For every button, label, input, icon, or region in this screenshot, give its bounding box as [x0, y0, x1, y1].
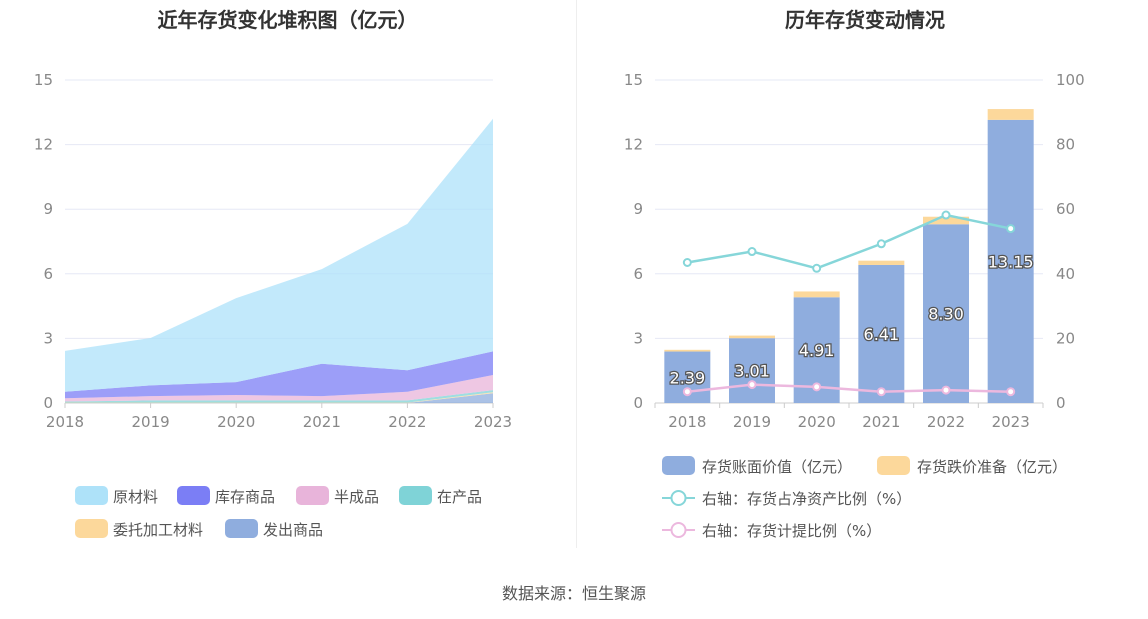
legend-label: 发出商品 — [263, 521, 323, 539]
legend-marker — [670, 490, 687, 506]
right-right-y-tick: 0 — [1056, 394, 1066, 412]
bar-provision — [664, 349, 711, 352]
left-y-tick: 12 — [34, 136, 53, 154]
bar-value-label: 6.41 — [864, 325, 900, 344]
left-y-tick: 9 — [43, 200, 53, 218]
left-x-tick: 2022 — [388, 413, 426, 431]
legend-label: 存货账面价值（亿元） — [702, 458, 852, 476]
legend-swatch-存货账面价值（亿元） — [662, 456, 695, 475]
legend-label: 右轴：存货占净资产比例（%） — [702, 490, 911, 508]
bar-book-value — [923, 224, 969, 403]
right-left-y-tick: 9 — [633, 200, 643, 218]
legend-swatch-原材料 — [75, 486, 108, 505]
left-y-tick: 15 — [34, 71, 53, 89]
line-右轴：存货计提比例（%） — [687, 383, 1011, 393]
area-原材料 — [65, 118, 493, 392]
line-point — [941, 385, 951, 395]
bar-value-label: 3.01 — [734, 362, 770, 381]
legend-label: 存货跌价准备（亿元） — [917, 458, 1067, 476]
bar-book-value — [858, 264, 905, 403]
legend-swatch-在产品 — [399, 486, 432, 505]
bar-provision — [858, 260, 905, 265]
line-右轴：存货占净资产比例（%） — [687, 213, 1011, 270]
left-x-tick: 2020 — [217, 413, 255, 431]
right-chart-title: 历年存货变动情况 — [785, 8, 945, 32]
left-y-tick: 3 — [43, 329, 53, 347]
right-right-y-tick: 80 — [1056, 136, 1075, 154]
legend-label: 右轴：存货计提比例（%） — [702, 522, 881, 540]
legend-label: 半成品 — [334, 488, 379, 506]
legend-swatch-库存商品 — [177, 486, 210, 505]
area-半成品 — [65, 375, 493, 402]
bar-provision — [729, 335, 775, 339]
bar-value-label: 13.15 — [988, 252, 1034, 271]
right-right-y-tick: 100 — [1056, 71, 1085, 89]
left-y-tick: 0 — [43, 394, 53, 412]
bar-provision — [793, 291, 840, 298]
line-point — [682, 257, 692, 267]
right-left-y-tick: 12 — [624, 136, 643, 154]
right-left-y-tick: 3 — [633, 329, 643, 347]
right-right-y-tick: 20 — [1056, 329, 1075, 347]
left-chart-title: 近年存货变化堆积图（亿元） — [157, 8, 418, 32]
bar-value-label: 4.91 — [799, 341, 835, 360]
bar-provision — [987, 109, 1034, 120]
right-x-tick: 2022 — [927, 413, 965, 431]
right-left-y-tick: 0 — [633, 394, 643, 412]
legend-swatch-委托加工材料 — [75, 519, 108, 538]
line-point — [1006, 224, 1016, 234]
line-point — [812, 382, 822, 392]
line-point — [1006, 387, 1016, 397]
legend-marker — [670, 522, 687, 538]
right-x-tick: 2019 — [733, 413, 771, 431]
area-库存商品 — [65, 351, 493, 399]
line-point — [747, 247, 757, 257]
area-在产品 — [65, 390, 493, 403]
legend-swatch-存货跌价准备（亿元） — [877, 456, 910, 475]
right-x-tick: 2023 — [992, 413, 1030, 431]
right-x-tick: 2018 — [668, 413, 706, 431]
bar-value-label: 8.30 — [928, 305, 964, 324]
legend-label: 委托加工材料 — [113, 521, 203, 539]
legend-label: 原材料 — [113, 488, 158, 506]
bar-book-value — [987, 119, 1034, 403]
legend-label: 在产品 — [437, 488, 482, 506]
legend-label: 库存商品 — [215, 488, 275, 506]
line-point — [682, 387, 692, 397]
right-left-y-tick: 6 — [633, 265, 643, 283]
left-x-tick: 2018 — [46, 413, 84, 431]
legend-swatch-发出商品 — [225, 519, 258, 538]
panel-divider — [576, 0, 577, 548]
line-point — [876, 387, 886, 397]
right-right-y-tick: 60 — [1056, 200, 1075, 218]
bar-value-label: 2.39 — [670, 368, 706, 387]
left-x-tick: 2019 — [132, 413, 170, 431]
bar-provision — [923, 216, 969, 225]
line-point — [747, 380, 757, 390]
bar-book-value — [729, 338, 775, 403]
line-point — [812, 263, 822, 273]
right-right-y-tick: 40 — [1056, 265, 1075, 283]
right-x-tick: 2020 — [798, 413, 836, 431]
legend-swatch-半成品 — [296, 486, 329, 505]
area-发出商品 — [65, 393, 493, 403]
left-x-tick: 2023 — [474, 413, 512, 431]
charts-canvas: 0 3 6 9 12 15 2018 2019 2020 2021 2022 2023 原材料 库存商品 半… — [34, 71, 1085, 540]
left-x-tick: 2021 — [303, 413, 341, 431]
line-point — [941, 210, 951, 220]
right-x-tick: 2021 — [862, 413, 900, 431]
right-left-y-tick: 15 — [624, 71, 643, 89]
source-note: 数据来源：恒生聚源 — [501, 584, 646, 603]
line-point — [876, 239, 886, 249]
left-y-tick: 6 — [43, 265, 53, 283]
